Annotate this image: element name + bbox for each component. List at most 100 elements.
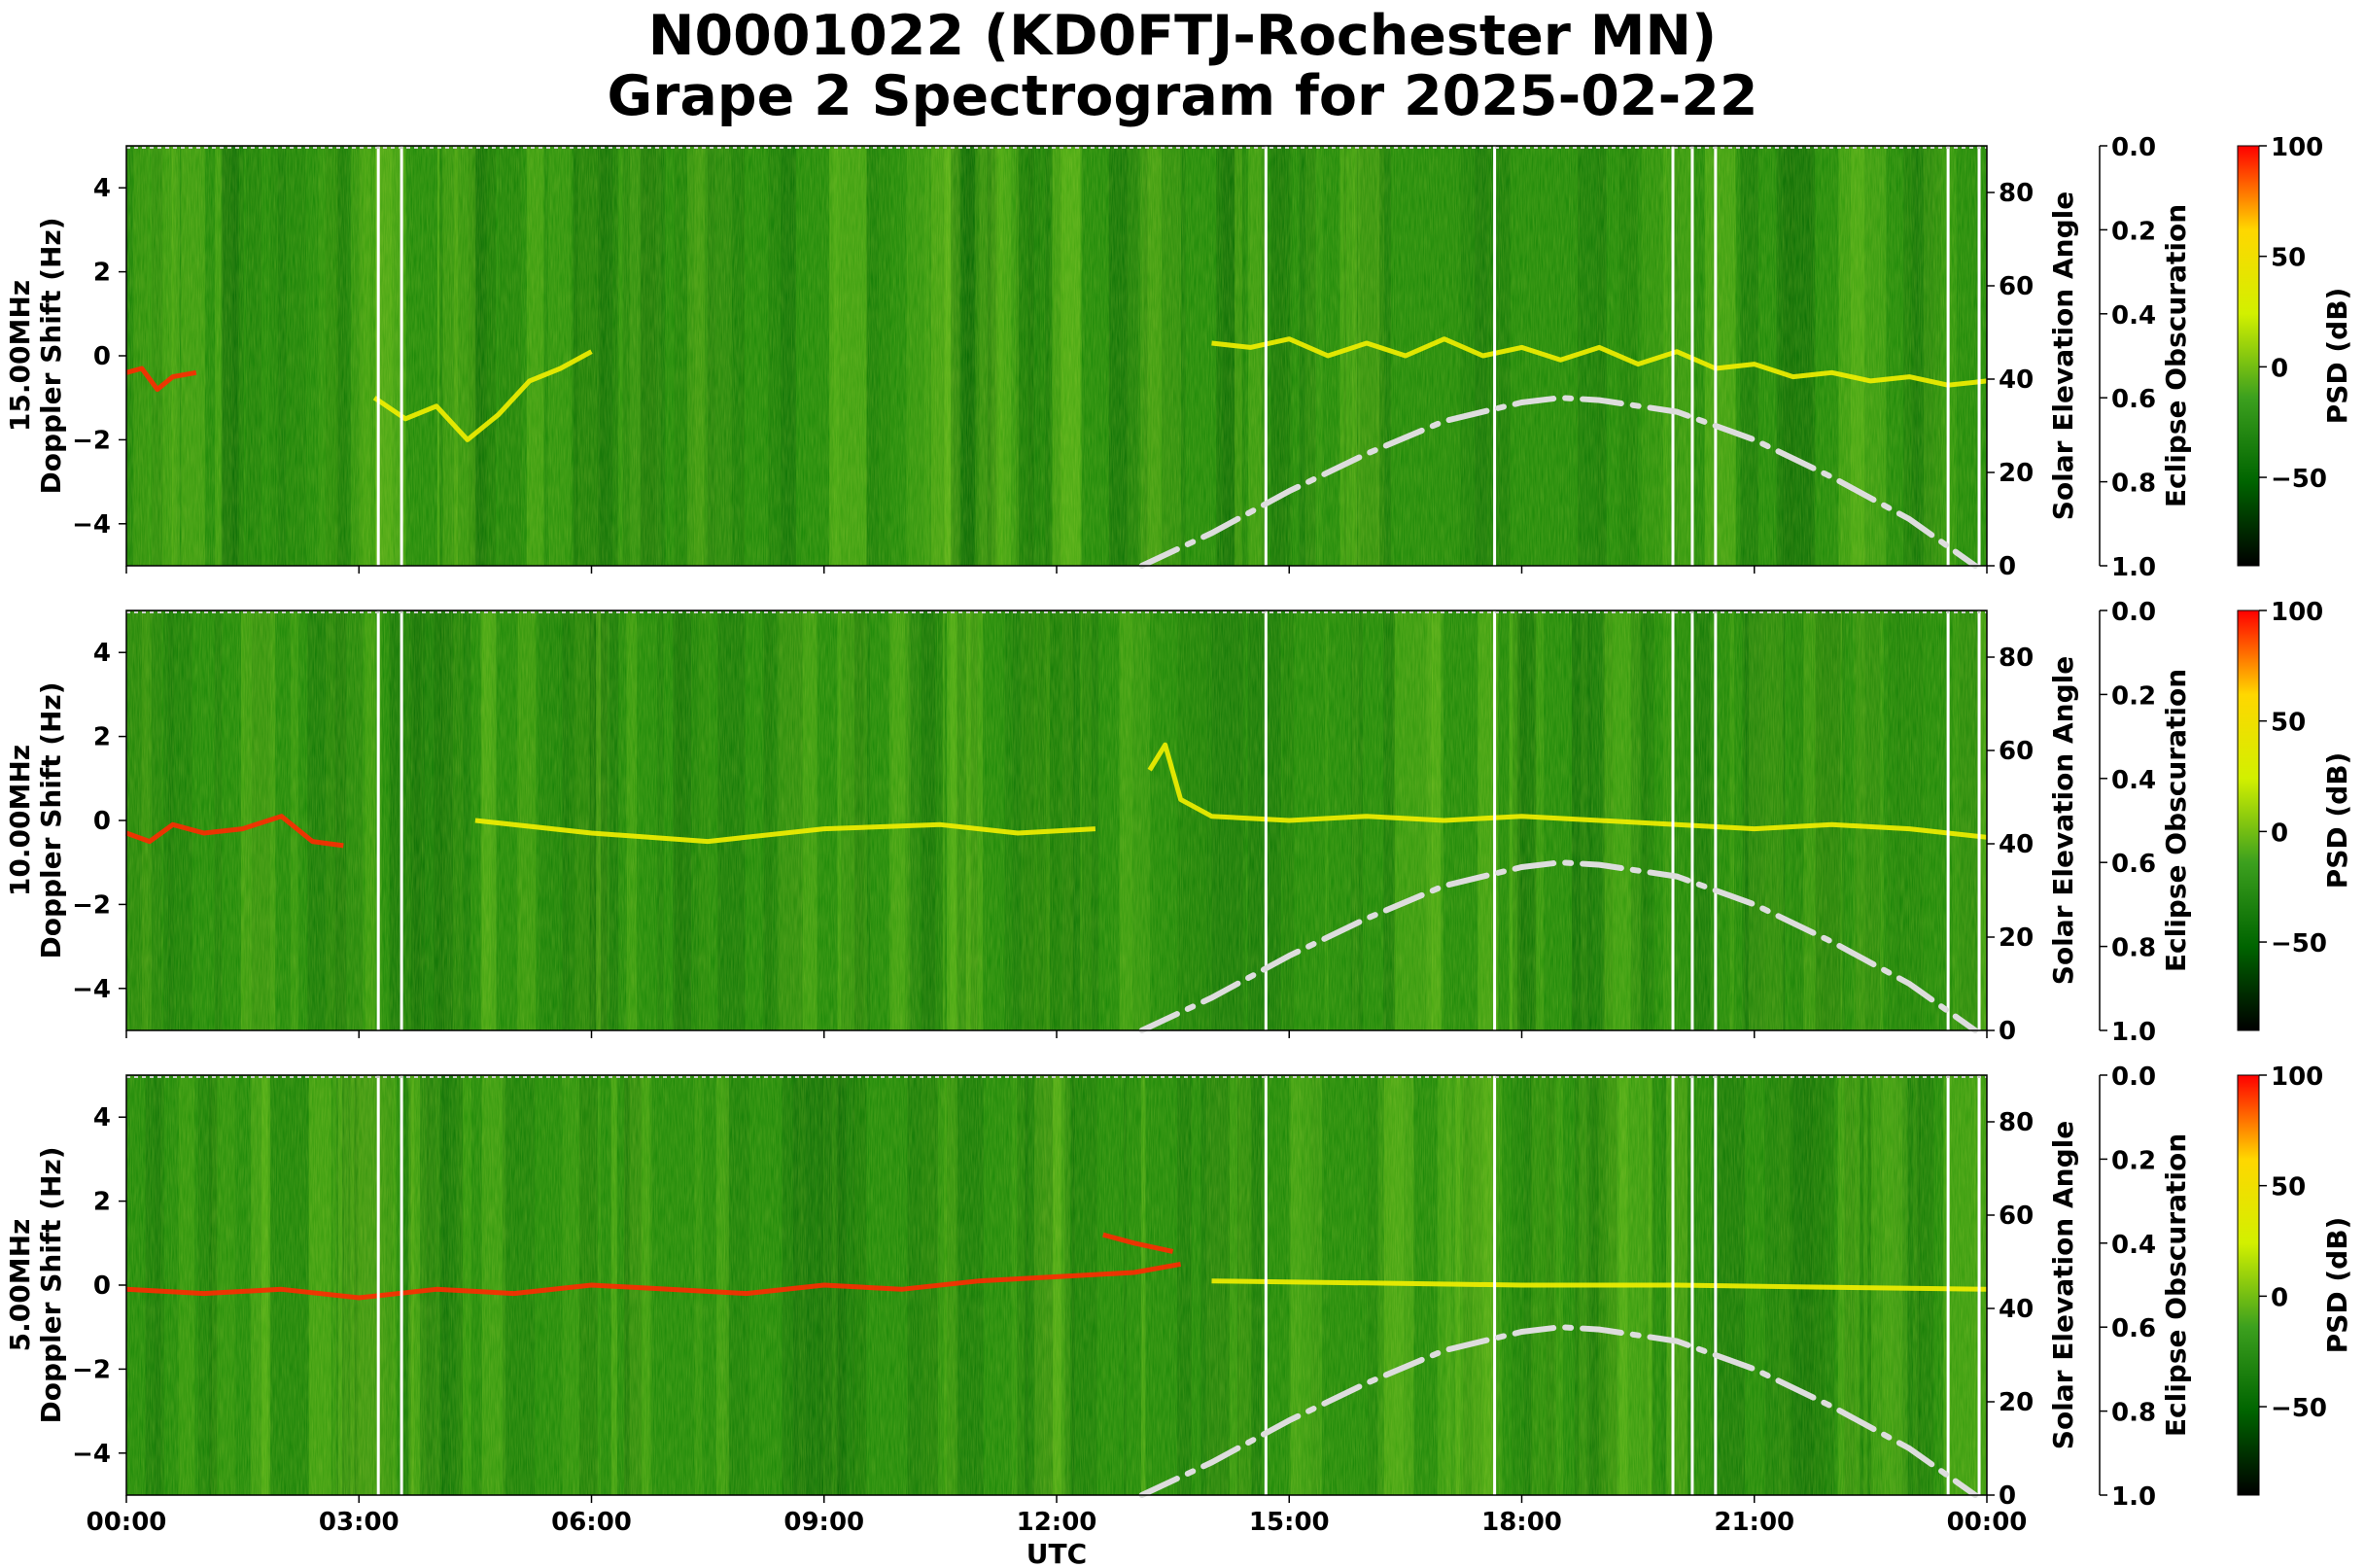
- panel-10.00MHz: 420−2−410.00MHz Doppler Shift (Hz)0204060…: [4, 598, 2353, 1047]
- y-axis-label: 15.00MHz: [4, 280, 36, 432]
- colorbar: [2237, 145, 2260, 567]
- y2-tick-label: 60: [1999, 272, 2034, 301]
- y2-tick-label: 40: [1999, 830, 2034, 859]
- y3-tick-label: 0.4: [2111, 301, 2156, 331]
- spectrogram-texture: [126, 610, 1987, 1030]
- y3-tick-label: 0.8: [2111, 470, 2156, 499]
- y3-tick-label: 0.6: [2111, 385, 2156, 414]
- y3-tick-label: 1.0: [2111, 1018, 2156, 1047]
- colorbar-tick-label: 50: [2271, 244, 2306, 273]
- y-tick-label: −4: [72, 1440, 111, 1469]
- y2-tick-label: 0: [1999, 552, 2016, 581]
- colorbar: [2237, 610, 2260, 1031]
- y3-axis-label: Eclipse Obscuration: [2160, 204, 2192, 507]
- y3-tick-label: 1.0: [2111, 553, 2156, 582]
- x-tick-label: 03:00: [319, 1508, 400, 1537]
- chart-title-line-2: Grape 2 Spectrogram for 2025-02-22: [607, 64, 1758, 128]
- y-tick-label: 4: [93, 1103, 111, 1132]
- colorbar-tick-label: −50: [2271, 1394, 2327, 1423]
- y2-tick-label: 20: [1999, 459, 2034, 488]
- y2-tick-label: 80: [1999, 179, 2034, 208]
- y-tick-label: 4: [93, 174, 111, 203]
- chart-title-line-1: N0001022 (KD0FTJ-Rochester MN): [647, 4, 1718, 68]
- doppler-trace-yellow: [372, 349, 593, 442]
- y3-tick-label: 0.0: [2111, 1063, 2156, 1092]
- y-axis-label: Doppler Shift (Hz): [35, 217, 67, 494]
- y2-tick-label: 20: [1999, 1388, 2034, 1417]
- y3-tick-label: 0.6: [2111, 850, 2156, 879]
- y3-tick-label: 0.2: [2111, 217, 2156, 246]
- y-tick-label: 0: [93, 807, 111, 836]
- colorbar-label: PSD (dB): [2321, 1217, 2353, 1354]
- y2-tick-label: 0: [1999, 1481, 2016, 1511]
- y3-tick-label: 1.0: [2111, 1482, 2156, 1512]
- y3-tick-label: 0.4: [2111, 766, 2156, 795]
- y3-tick-label: 0.4: [2111, 1231, 2156, 1260]
- colorbar-tick-label: 0: [2271, 354, 2288, 383]
- y-axis-label: Doppler Shift (Hz): [35, 1146, 67, 1423]
- x-tick-label: 09:00: [783, 1508, 864, 1537]
- y3-tick-label: 0.2: [2111, 681, 2156, 711]
- y-tick-label: 4: [93, 639, 111, 668]
- y3-tick-label: 0.0: [2111, 133, 2156, 162]
- y-tick-label: 2: [93, 1188, 111, 1217]
- y2-axis-label: Solar Elevation Angle: [2047, 656, 2079, 985]
- y-axis-label: 10.00MHz: [4, 745, 36, 896]
- y-tick-label: 0: [93, 342, 111, 371]
- colorbar-tick-label: −50: [2271, 929, 2327, 958]
- y2-tick-label: 20: [1999, 923, 2034, 953]
- y-tick-label: 0: [93, 1272, 111, 1301]
- doppler-trace-yellow: [1211, 336, 1988, 388]
- y3-tick-label: 0.6: [2111, 1314, 2156, 1343]
- colorbar-label: PSD (dB): [2321, 752, 2353, 889]
- y2-tick-label: 80: [1999, 644, 2034, 673]
- colorbar-tick-label: 50: [2271, 709, 2306, 738]
- x-tick-label: 18:00: [1481, 1508, 1562, 1537]
- x-tick-label: 15:00: [1249, 1508, 1330, 1537]
- doppler-trace-red: [1102, 1232, 1174, 1254]
- y2-tick-label: 60: [1999, 1202, 2034, 1231]
- y3-axis-label: Eclipse Obscuration: [2160, 1133, 2192, 1437]
- y2-tick-label: 40: [1999, 366, 2034, 395]
- y3-tick-label: 0.8: [2111, 934, 2156, 963]
- panel-15.00MHz: 420−2−415.00MHz Doppler Shift (Hz)0204060…: [4, 133, 2353, 582]
- panel-5.00MHz: 420−2−45.00MHz Doppler Shift (Hz)02040608…: [4, 1063, 2353, 1512]
- y3-axis-label: Eclipse Obscuration: [2160, 669, 2192, 972]
- y-tick-label: −2: [72, 1355, 111, 1384]
- x-tick-label: 12:00: [1017, 1508, 1097, 1537]
- y-axis-label: 5.00MHz: [4, 1219, 36, 1352]
- y2-tick-label: 60: [1999, 737, 2034, 766]
- doppler-trace-red: [125, 366, 197, 393]
- colorbar-label: PSD (dB): [2321, 288, 2353, 425]
- solar-elevation-curve: [1138, 395, 1978, 569]
- doppler-trace-red: [125, 1261, 1182, 1301]
- y-axis-label: Doppler Shift (Hz): [35, 681, 67, 958]
- y2-tick-label: 40: [1999, 1295, 2034, 1324]
- solar-elevation-curve: [1138, 859, 1978, 1033]
- spectrogram-texture: [126, 146, 1987, 566]
- y3-tick-label: 0.2: [2111, 1146, 2156, 1175]
- y-tick-label: 2: [93, 259, 111, 288]
- x-tick-label: 00:00: [87, 1508, 167, 1537]
- y3-tick-label: 0.8: [2111, 1399, 2156, 1428]
- y-tick-label: 2: [93, 723, 111, 752]
- solar-elevation-curve: [1138, 1324, 1978, 1498]
- colorbar-tick-label: 50: [2271, 1173, 2306, 1202]
- colorbar-tick-label: 0: [2271, 819, 2288, 848]
- doppler-trace-yellow: [1147, 742, 1988, 840]
- y-tick-label: −2: [72, 890, 111, 920]
- x-tick-label: 00:00: [1947, 1508, 2028, 1537]
- x-axis-label: UTC: [1026, 1538, 1087, 1568]
- y-tick-label: −4: [72, 975, 111, 1004]
- colorbar-tick-label: 100: [2271, 598, 2323, 627]
- colorbar-tick-label: 100: [2271, 1063, 2323, 1092]
- y2-tick-label: 0: [1999, 1017, 2016, 1046]
- x-tick-label: 06:00: [551, 1508, 632, 1537]
- y-tick-label: −2: [72, 426, 111, 455]
- y2-axis-label: Solar Elevation Angle: [2047, 1121, 2079, 1449]
- doppler-trace-yellow: [1211, 1278, 1988, 1292]
- colorbar: [2237, 1074, 2260, 1496]
- y-tick-label: −4: [72, 510, 111, 540]
- x-tick-label: 21:00: [1714, 1508, 1794, 1537]
